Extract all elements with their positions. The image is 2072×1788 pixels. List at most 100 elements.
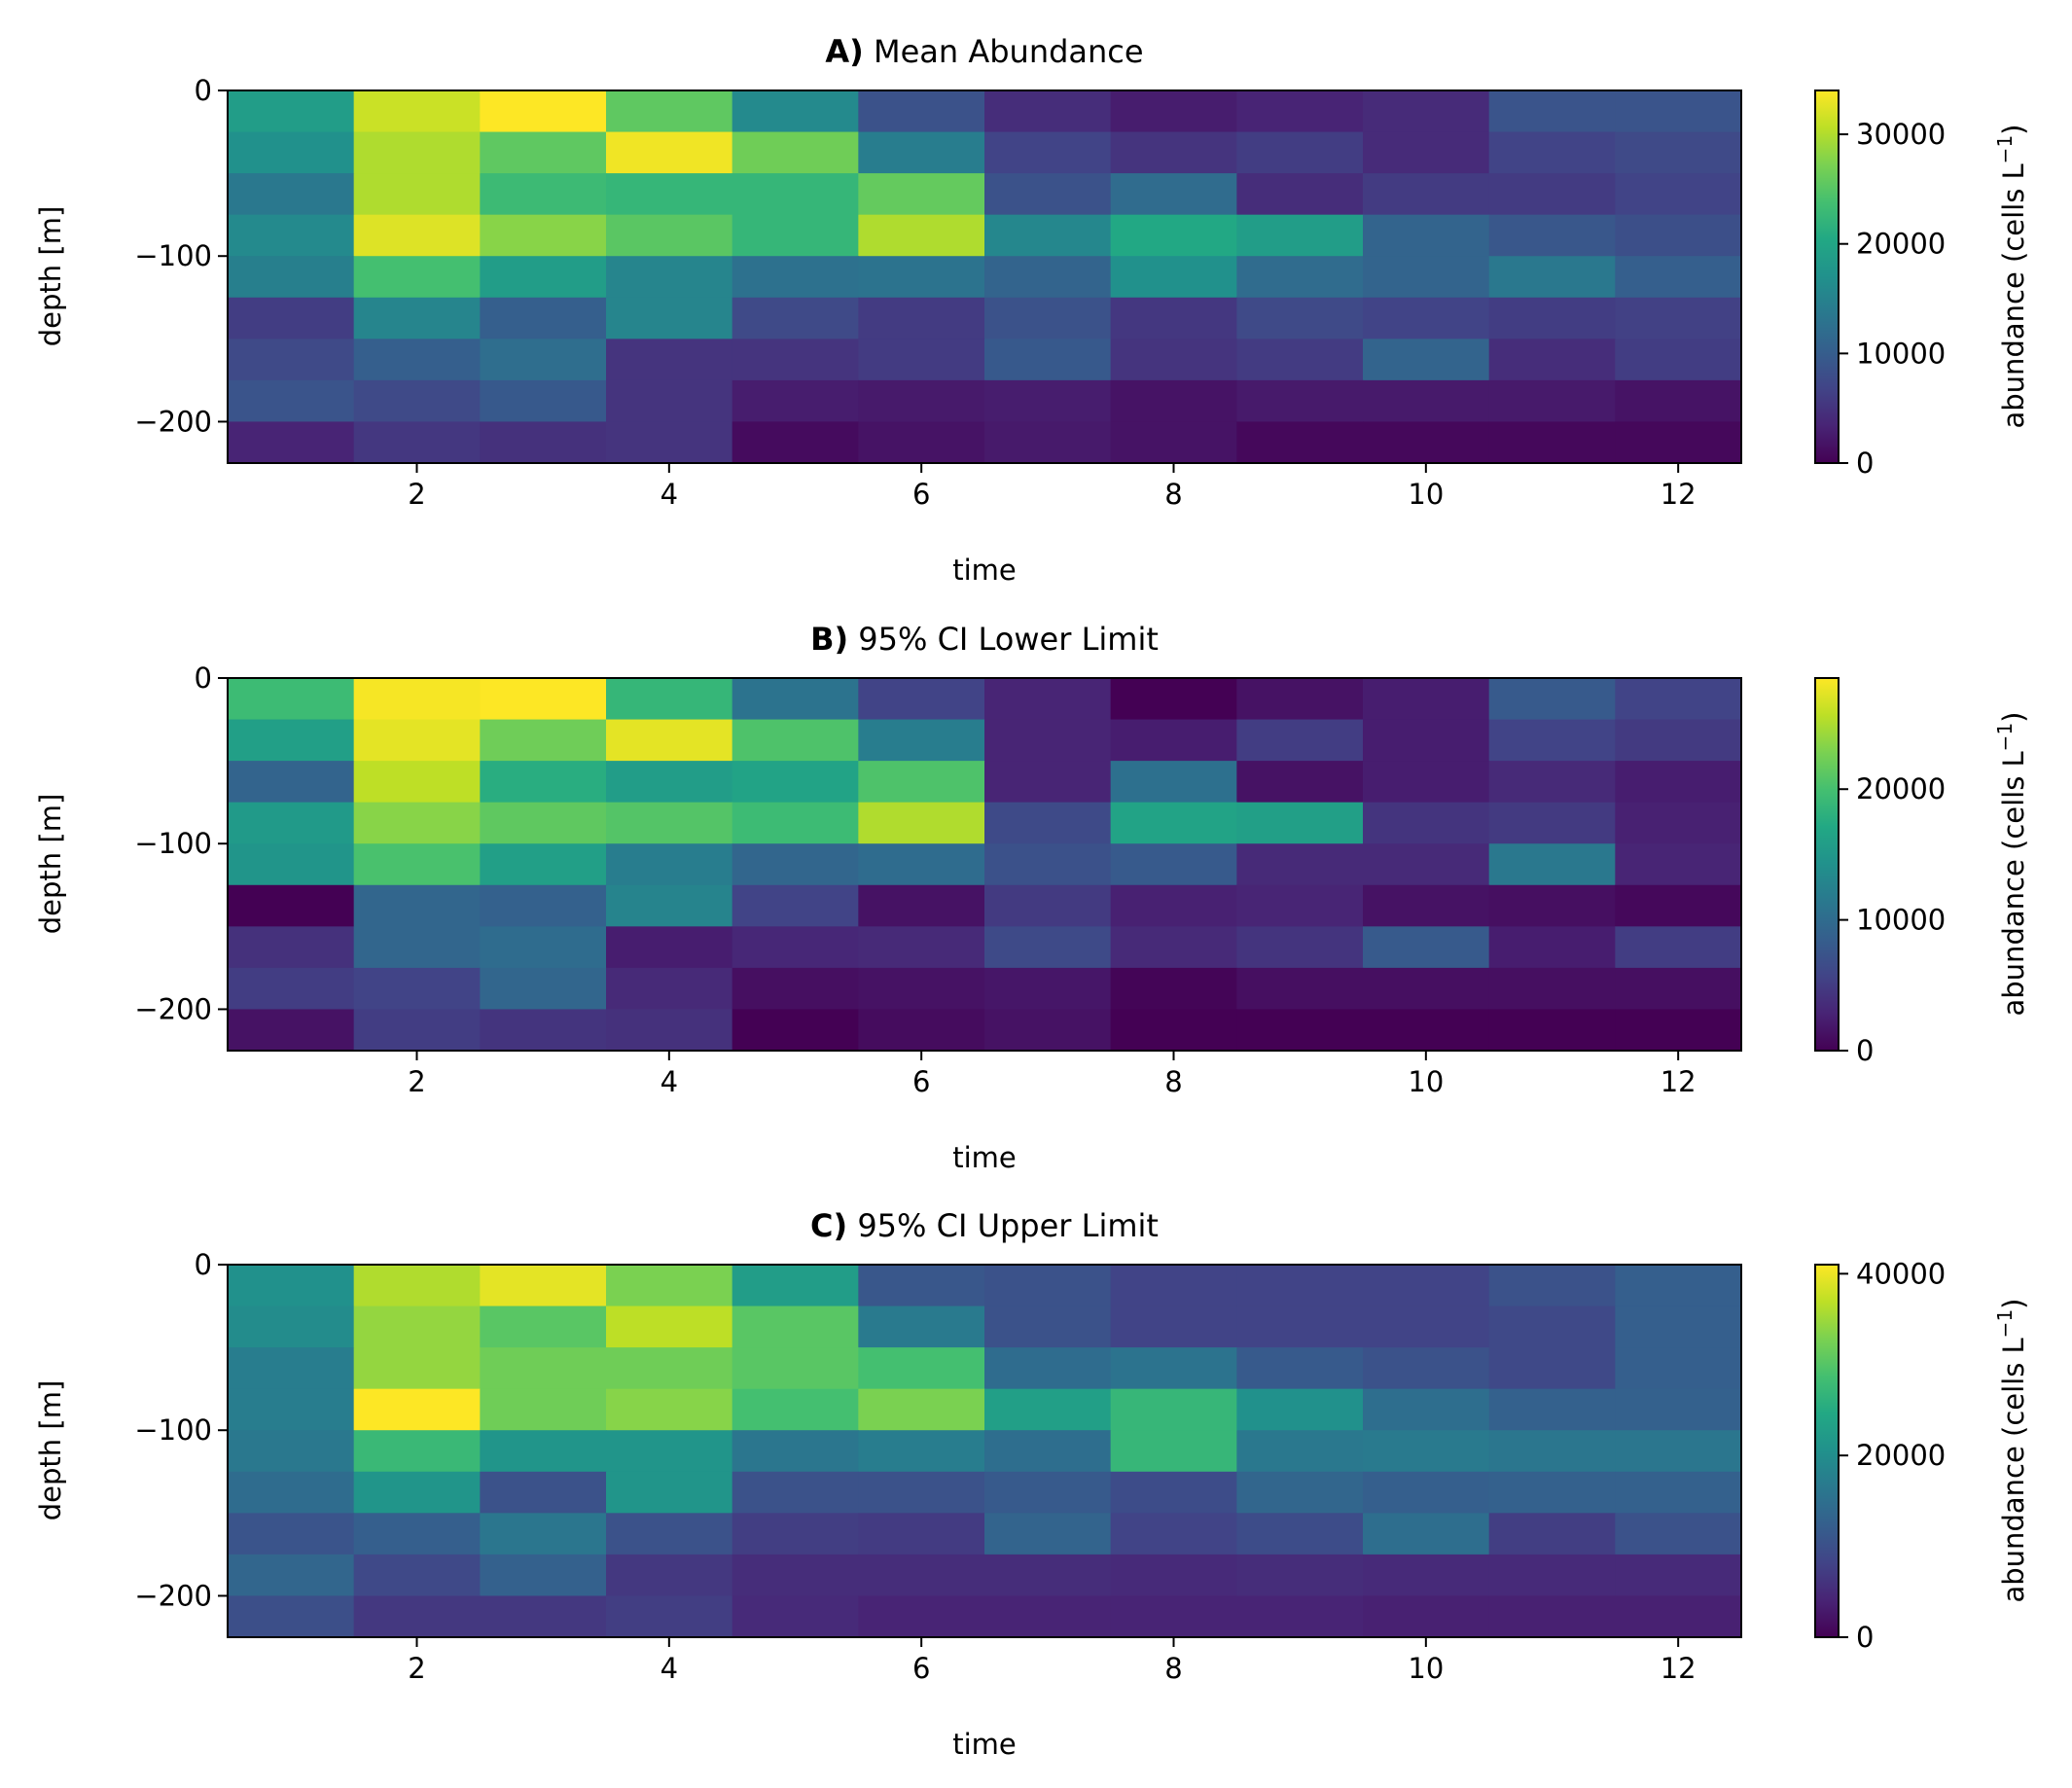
- heatmap-cell: [858, 297, 985, 340]
- heatmap-cell: [1363, 843, 1490, 886]
- heatmap-cell: [228, 379, 355, 423]
- heatmap-cell: [732, 884, 859, 927]
- heatmap-cell: [984, 1430, 1112, 1473]
- heatmap-cell: [1615, 1009, 1742, 1052]
- y-tick-label: −200: [134, 1579, 212, 1612]
- heatmap-cell: [228, 131, 355, 174]
- heatmap-cell: [480, 926, 607, 969]
- colorbar-tick-label: 10000: [1856, 904, 1946, 937]
- heatmap-cell: [1363, 1009, 1490, 1052]
- heatmap-cell: [606, 297, 733, 340]
- heatmap-cell: [984, 843, 1112, 886]
- x-tick-label: 10: [1408, 478, 1444, 511]
- title-text: Mean Abundance: [874, 33, 1144, 70]
- heatmap-cell: [1110, 761, 1237, 804]
- heatmap-cell: [732, 678, 859, 721]
- panel-label: A): [825, 33, 863, 70]
- heatmap-cell: [732, 1388, 859, 1431]
- x-axis-label: time: [952, 1141, 1017, 1174]
- title-text: 95% CI Lower Limit: [858, 621, 1159, 658]
- heatmap-cell: [480, 297, 607, 340]
- heatmap-cell: [353, 339, 481, 381]
- heatmap-cell: [732, 1471, 859, 1514]
- x-tick-label: 4: [661, 1065, 678, 1098]
- heatmap-cell: [1363, 1513, 1490, 1556]
- heatmap-cell: [732, 297, 859, 340]
- x-tick-label: 6: [912, 1065, 930, 1098]
- heatmap-cells: [228, 90, 1742, 464]
- heatmap-cell: [984, 761, 1112, 804]
- heatmap-cell: [480, 90, 607, 133]
- heatmap-cell: [1488, 1305, 1616, 1348]
- heatmap-cell: [480, 678, 607, 721]
- heatmap-cell: [1110, 173, 1237, 216]
- heatmap-cell: [353, 1347, 481, 1390]
- heatmap-cell: [984, 678, 1112, 721]
- x-tick-label: 12: [1661, 478, 1697, 511]
- heatmap-cell: [858, 379, 985, 423]
- heatmap-cell: [732, 379, 859, 423]
- heatmap-cell: [858, 1595, 985, 1638]
- heatmap-cell: [480, 339, 607, 381]
- heatmap-cell: [1363, 297, 1490, 340]
- heatmap-cell: [858, 1305, 985, 1348]
- heatmap-cell: [1615, 1430, 1742, 1473]
- panel-title: C) 95% CI Upper Limit: [810, 1207, 1159, 1244]
- heatmap-cell: [1236, 1513, 1364, 1556]
- heatmap-cell: [353, 131, 481, 174]
- heatmap-cell: [606, 678, 733, 721]
- heatmap-cell: [732, 1265, 859, 1307]
- heatmap-cell: [606, 884, 733, 927]
- heatmap-cell: [984, 90, 1112, 133]
- heatmap-cell: [353, 90, 481, 133]
- heatmap-cell: [1236, 131, 1364, 174]
- heatmap-cell: [984, 1347, 1112, 1390]
- heatmap-cell: [228, 1595, 355, 1638]
- heatmap-cell: [1363, 1388, 1490, 1431]
- x-tick-label: 6: [912, 1652, 930, 1685]
- heatmap-cell: [1110, 1513, 1237, 1556]
- heatmap-cell: [228, 1513, 355, 1556]
- x-tick-label: 10: [1408, 1652, 1444, 1685]
- x-tick-label: 4: [661, 478, 678, 511]
- heatmap-cell: [1236, 297, 1364, 340]
- colorbar-label: abundance (cells L−1): [1993, 711, 2030, 1016]
- heatmap-cell: [1488, 1009, 1616, 1052]
- heatmap-cell: [1615, 339, 1742, 381]
- heatmap-cell: [228, 1471, 355, 1514]
- heatmap-cell: [984, 1513, 1112, 1556]
- heatmap-cell: [1236, 1265, 1364, 1307]
- heatmap-cell: [1236, 379, 1364, 423]
- heatmap-cell: [984, 802, 1112, 844]
- heatmap-cell: [1488, 884, 1616, 927]
- heatmap-cell: [1236, 1388, 1364, 1431]
- x-tick-label: 8: [1164, 1065, 1182, 1098]
- colorbar-tick-label: 20000: [1856, 228, 1946, 261]
- heatmap-cell: [1110, 256, 1237, 299]
- colorbar-tick-label: 0: [1856, 447, 1874, 480]
- heatmap-cell: [732, 926, 859, 969]
- heatmap-cell: [1236, 678, 1364, 721]
- heatmap-cell: [353, 1305, 481, 1348]
- heatmap-cell: [732, 1595, 859, 1638]
- heatmap-cell: [480, 1347, 607, 1390]
- heatmap-cell: [480, 1554, 607, 1597]
- heatmap-cell: [1236, 173, 1364, 216]
- heatmap-cell: [1488, 1513, 1616, 1556]
- heatmap-cell: [480, 1305, 607, 1348]
- heatmap-cell: [1236, 1305, 1364, 1348]
- heatmap-cell: [1615, 256, 1742, 299]
- heatmap-cell: [1615, 678, 1742, 721]
- heatmap-cell: [480, 761, 607, 804]
- heatmap-cell: [606, 1554, 733, 1597]
- heatmap-cell: [858, 967, 985, 1011]
- heatmap-cell: [606, 926, 733, 969]
- y-tick-label: −100: [134, 827, 212, 860]
- heatmap-cell: [480, 1430, 607, 1473]
- heatmap-cell: [606, 1595, 733, 1638]
- heatmap-cell: [1236, 1595, 1364, 1638]
- x-tick-label: 2: [408, 1652, 425, 1685]
- heatmap-cell: [858, 884, 985, 927]
- heatmap-cell: [1488, 967, 1616, 1011]
- heatmap-cell: [1110, 131, 1237, 174]
